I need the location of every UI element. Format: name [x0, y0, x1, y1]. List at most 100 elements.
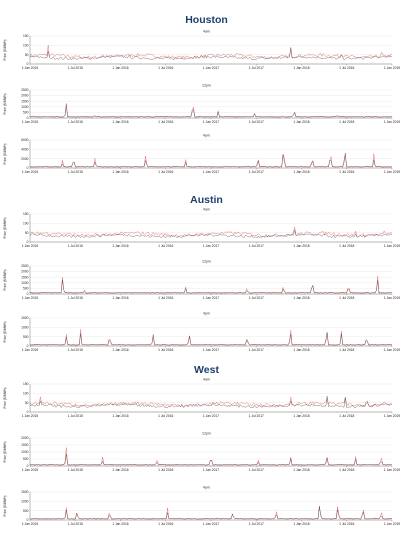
panel-title: 4am: [203, 30, 210, 34]
x-tick-label: 1 Jan 2019: [384, 120, 400, 124]
y-tick-label: 1000: [21, 325, 29, 329]
region-title-austin: Austin: [190, 194, 223, 206]
x-tick-label: 1 Jul 2015: [68, 348, 83, 352]
x-tick-label: 1 Jan 2016: [112, 348, 128, 352]
x-tick-label: 1 Jul 2016: [158, 468, 173, 472]
x-tick-label: 1 Jul 2016: [158, 522, 173, 526]
series-line-dark: [29, 332, 393, 346]
x-tick-label: 1 Jan 2017: [203, 522, 219, 526]
x-tick-label: 1 Jan 2019: [384, 522, 400, 526]
x-tick-label: 1 Jan 2016: [112, 170, 128, 174]
y-tick-label: 0: [27, 240, 29, 244]
panel-title: 4am: [203, 378, 210, 382]
x-tick-label: 1 Jan 2017: [203, 348, 219, 352]
x-tick-label: 1 Jul 2018: [339, 468, 354, 472]
x-tick-label: 1 Jul 2016: [158, 296, 173, 300]
x-tick-label: 1 Jan 2018: [293, 66, 309, 70]
panel-title: 4pm: [203, 134, 210, 138]
x-tick-label: 1 Jul 2016: [158, 120, 173, 124]
x-tick-label: 1 Jan 2019: [384, 348, 400, 352]
y-tick-label: 2000: [21, 157, 29, 161]
y-tick-label: 0: [27, 410, 29, 414]
panel-title: 4pm: [203, 312, 210, 316]
x-tick-label: 1 Jan 2019: [384, 244, 400, 248]
x-tick-label: 1 Jan 2017: [203, 414, 219, 418]
x-tick-label: 1 Jul 2017: [249, 244, 264, 248]
series-line-dark: [29, 506, 393, 520]
series-line-red: [29, 45, 393, 60]
x-tick-label: 1 Jul 2016: [158, 244, 173, 248]
x-tick-label: 1 Jul 2017: [249, 66, 264, 70]
x-tick-label: 1 Jan 2015: [22, 66, 38, 70]
x-tick-label: 1 Jul 2016: [158, 348, 173, 352]
y-tick-label: 50: [25, 53, 29, 57]
x-tick-label: 1 Jan 2017: [203, 468, 219, 472]
panel-austin-4am: 4am Price ($/MWh) 0 50 100 150 1 Jan 2015 1 Jul…: [3, 208, 400, 249]
x-tick-label: 1 Jul 2015: [68, 414, 83, 418]
series-line-red: [29, 329, 393, 346]
x-tick-label: 1 Jan 2016: [112, 522, 128, 526]
y-tick-label: 1000: [21, 499, 29, 503]
x-tick-label: 1 Jan 2016: [112, 66, 128, 70]
y-tick-label: 2000: [21, 436, 29, 440]
y-tick-label: 150: [23, 212, 29, 216]
x-tick-label: 1 Jan 2018: [293, 414, 309, 418]
x-tick-label: 1 Jan 2015: [22, 170, 38, 174]
x-tick-label: 1 Jan 2019: [384, 296, 400, 300]
panel-title: 12pm: [202, 432, 211, 436]
x-tick-label: 1 Jul 2015: [68, 66, 83, 70]
x-tick-label: 1 Jul 2017: [249, 522, 264, 526]
x-tick-label: 1 Jan 2017: [203, 66, 219, 70]
x-tick-label: 1 Jan 2019: [384, 468, 400, 472]
y-tick-label: 500: [23, 287, 29, 291]
x-tick-label: 1 Jan 2015: [22, 468, 38, 472]
x-tick-label: 1 Jul 2016: [158, 170, 173, 174]
x-tick-label: 1 Jan 2018: [293, 170, 309, 174]
x-tick-label: 1 Jan 2018: [293, 244, 309, 248]
x-tick-label: 1 Jan 2015: [22, 522, 38, 526]
x-tick-label: 1 Jul 2015: [68, 244, 83, 248]
x-tick-label: 1 Jul 2017: [249, 348, 264, 352]
y-tick-label: 0: [27, 518, 29, 522]
y-tick-label: 0: [27, 344, 29, 348]
series-line-red: [29, 447, 393, 466]
y-tick-label: 0: [27, 292, 29, 296]
y-axis-label: Price ($/MWh): [3, 321, 7, 342]
y-axis-label: Price ($/MWh): [3, 269, 7, 290]
x-tick-label: 1 Jan 2018: [293, 522, 309, 526]
panel-title: 12pm: [202, 260, 211, 264]
y-axis-label: Price ($/MWh): [3, 217, 7, 238]
panel-title: 4am: [203, 208, 210, 212]
y-axis-label: Price ($/MWh): [3, 39, 7, 60]
x-tick-label: 1 Jan 2017: [203, 170, 219, 174]
x-tick-label: 1 Jul 2015: [68, 170, 83, 174]
panel-west-4pm: 4pm Price ($/MWh) 0 500 1000 1500 1 Jan 2015 1 …: [3, 486, 400, 527]
x-tick-label: 1 Jul 2017: [249, 414, 264, 418]
y-axis-label: Price ($/MWh): [3, 441, 7, 462]
series-line-red: [29, 153, 393, 168]
x-tick-label: 1 Jan 2015: [22, 296, 38, 300]
y-tick-label: 2000: [21, 270, 29, 274]
x-tick-label: 1 Jul 2015: [68, 296, 83, 300]
x-tick-label: 1 Jan 2016: [112, 120, 128, 124]
series-line-red: [29, 506, 393, 520]
series-line-red: [29, 276, 393, 294]
x-tick-label: 1 Jan 2018: [293, 120, 309, 124]
x-tick-label: 1 Jul 2018: [339, 414, 354, 418]
x-tick-label: 1 Jul 2018: [339, 348, 354, 352]
y-tick-label: 1000: [21, 281, 29, 285]
x-tick-label: 1 Jul 2015: [68, 468, 83, 472]
x-tick-label: 1 Jan 2016: [112, 414, 128, 418]
x-tick-label: 1 Jan 2017: [203, 296, 219, 300]
y-tick-label: 50: [25, 231, 29, 235]
x-tick-label: 1 Jan 2015: [22, 414, 38, 418]
region-title-houston: Houston: [185, 14, 228, 26]
y-tick-label: 0: [27, 62, 29, 66]
y-tick-label: 150: [23, 34, 29, 38]
x-tick-label: 1 Jul 2015: [68, 522, 83, 526]
y-tick-label: 1000: [21, 105, 29, 109]
series-line-dark: [29, 152, 393, 168]
